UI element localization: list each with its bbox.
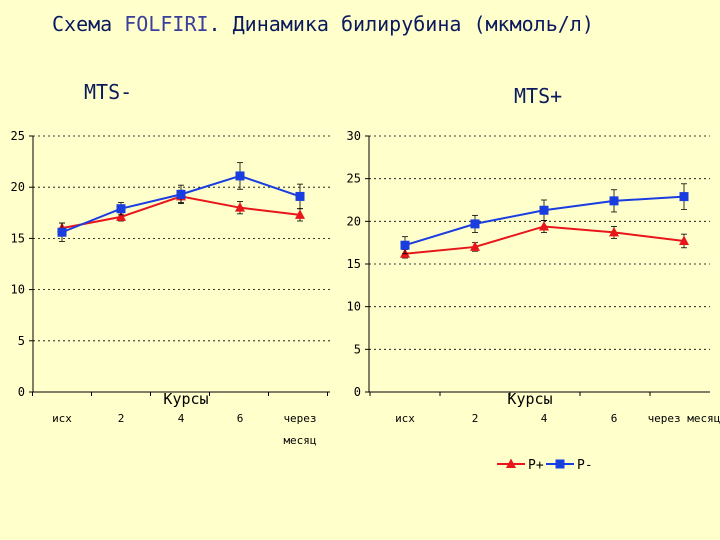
- y-tick-label: 30: [347, 129, 361, 143]
- x-tick-label: 4: [178, 412, 185, 425]
- x-tick-label: 2: [118, 412, 125, 425]
- legend: Р+ Р-: [497, 458, 593, 473]
- legend-item-p-minus: Р-: [546, 458, 593, 473]
- data-point: [295, 191, 305, 201]
- data-point: [295, 209, 305, 219]
- data-point: [539, 205, 549, 215]
- data-point: [609, 226, 619, 237]
- y-tick-label: 25: [11, 129, 25, 143]
- slide-title: Схема FOLFIRI. Динамика билирубина (мкмо…: [52, 12, 594, 36]
- y-tick-label: 20: [347, 214, 361, 228]
- series-p-minus: [400, 183, 689, 255]
- y-tick-label: 15: [347, 257, 361, 271]
- y-tick-label: 20: [11, 180, 25, 194]
- data-point: [57, 227, 67, 237]
- data-point: [116, 204, 126, 214]
- legend-item-p-plus: Р+: [497, 458, 544, 473]
- x-tick-label: 6: [611, 412, 618, 425]
- plots: 0 5 10 15 20 25 исх 2 4 6 через месяц Курсы 0 5 10 15 20 2…: [11, 129, 720, 447]
- series-line: [61, 174, 301, 234]
- x-tick-label: 2: [472, 412, 479, 425]
- data-point: [235, 171, 245, 181]
- data-point: [176, 189, 186, 199]
- data-point: [470, 241, 480, 251]
- y-tick-label: 5: [18, 334, 25, 348]
- chart-title-mts-plus: MTS+: [514, 84, 562, 108]
- x-tick-label: 4: [541, 412, 548, 425]
- title-part-1: Схема: [52, 12, 124, 36]
- x-axis-label: Курсы: [163, 390, 208, 408]
- title-part-3: . Динамика билирубина (мкмоль/л): [209, 12, 594, 36]
- data-point: [116, 211, 126, 221]
- x-tick-label: через месяц: [648, 412, 720, 425]
- data-point: [609, 196, 619, 206]
- x-tick-label: через месяц: [283, 412, 316, 447]
- y-tick-label: 10: [347, 300, 361, 314]
- legend-marker-square: [555, 459, 565, 469]
- data-point: [679, 235, 689, 245]
- data-point: [400, 240, 410, 250]
- legend-label: Р-: [577, 458, 593, 473]
- y-tick-label: 10: [11, 283, 25, 297]
- chart-mts-minus: 0 5 10 15 20 25 исх 2 4 6 через месяц Курсы: [11, 129, 330, 447]
- title-part-folfiri: FOLFIRI: [124, 12, 208, 36]
- x-tick-label: исх: [395, 412, 415, 425]
- series-line: [404, 225, 685, 255]
- x-tick-label: исх: [52, 412, 72, 425]
- data-point: [539, 220, 549, 231]
- chart-title-mts-minus: MTS-: [84, 80, 132, 104]
- data-point: [470, 219, 480, 229]
- series-p-minus: [57, 162, 305, 242]
- y-tick-label: 0: [354, 385, 361, 399]
- y-tick-label: 5: [354, 342, 361, 356]
- x-axis-label: Курсы: [507, 390, 552, 408]
- series-p-plus: [400, 220, 689, 259]
- series-line: [404, 195, 685, 247]
- legend-label: Р+: [528, 458, 544, 473]
- data-point: [679, 192, 689, 202]
- y-tick-label: 0: [18, 385, 25, 399]
- y-tick-label: 15: [11, 231, 25, 245]
- y-tick-label: 25: [347, 172, 361, 186]
- chart-mts-plus: 0 5 10 15 20 25 30 исх 2 4 6 через месяц Курсы: [347, 129, 720, 425]
- legend-marker-triangle: [506, 458, 516, 468]
- data-point: [235, 202, 245, 212]
- x-tick-label: 6: [237, 412, 244, 425]
